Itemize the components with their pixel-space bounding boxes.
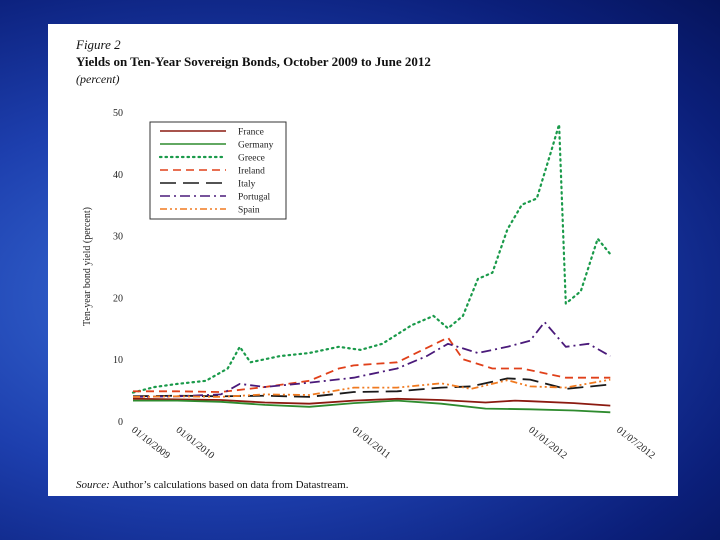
line-chart: 0 10 20 30 40 50 Ten-year bond yield (percent)… <box>82 108 657 462</box>
series-line-italy <box>132 377 611 398</box>
legend-label: Ireland <box>238 167 265 177</box>
series-line-france <box>132 397 611 407</box>
y-tick-label: 30 <box>113 232 123 243</box>
y-axis-label: Ten-year bond yield (percent) <box>82 207 93 326</box>
x-tick-label: 01/01/2011 <box>350 425 392 461</box>
x-tick-label: 01/10/2009 <box>129 425 172 462</box>
x-tick-label: 01/01/2010 <box>174 425 217 462</box>
legend-label: Spain <box>238 206 260 216</box>
figure-label: Figure 2 <box>76 37 121 52</box>
legend-label: Portugal <box>238 193 271 203</box>
series-line-portugal <box>132 321 611 398</box>
figure-title: Yields on Ten-Year Sovereign Bonds, Octo… <box>76 54 431 69</box>
legend-label: Germany <box>238 141 274 151</box>
y-tick-label: 0 <box>118 417 123 428</box>
series-line-ireland <box>133 336 611 393</box>
series-line-greece <box>131 123 612 394</box>
source-note: Source: Author’s calculations based on d… <box>76 479 348 491</box>
source-lead: Source: <box>76 479 110 491</box>
y-tick-label: 50 <box>113 108 123 119</box>
figure-subtitle: (percent) <box>76 72 120 86</box>
source-text: Author’s calculations based on data from… <box>109 479 349 491</box>
legend-label: Italy <box>238 180 256 190</box>
y-tick-label: 20 <box>113 293 123 304</box>
x-tick-label: 01/01/2012 <box>526 425 569 462</box>
figure-card: Figure 2 Yields on Ten-Year Sovereign Bo… <box>48 24 678 496</box>
legend-label: France <box>238 128 264 138</box>
series-line-germany <box>133 399 611 414</box>
y-tick-label: 10 <box>113 355 123 366</box>
x-tick-label: 01/07/2012 <box>614 425 657 462</box>
legend-label: Greece <box>238 154 265 164</box>
y-tick-label: 40 <box>113 170 123 181</box>
series-line-spain <box>132 378 611 398</box>
